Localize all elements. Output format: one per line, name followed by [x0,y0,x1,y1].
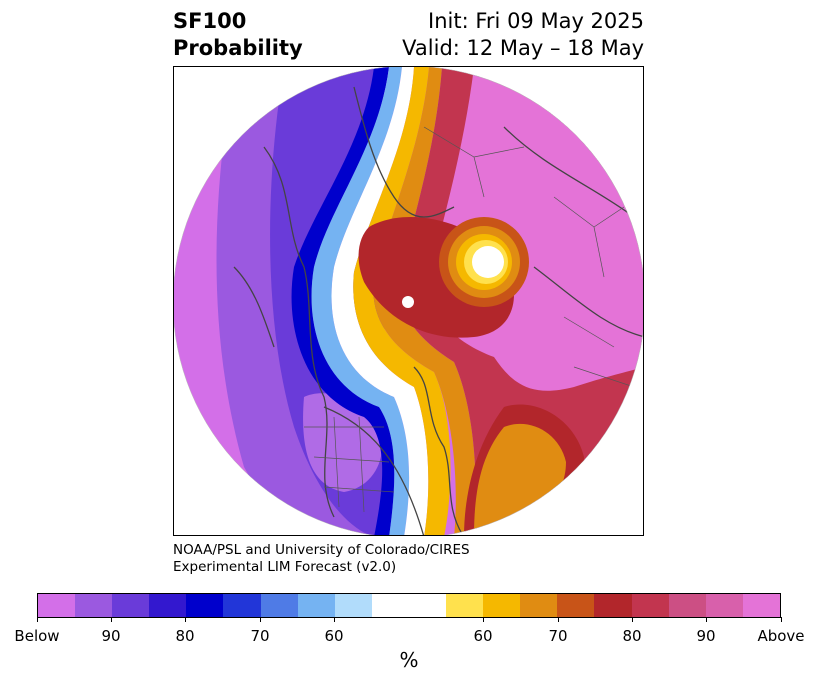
colorbar-segment [408,594,447,617]
colorbar-tick [483,617,484,622]
colorbar [37,593,781,618]
pole-marker [402,296,414,308]
colorbar-segment [260,594,298,617]
colorbar-segment [223,594,261,617]
coastlines [233,86,643,535]
blue-band [291,67,395,535]
colorbar-unit: % [399,648,419,672]
colorbar-tick-label: 60 [473,627,493,645]
colorbar-segment [371,594,409,617]
colorbar-tick-label: Below [14,627,60,645]
colorbar-segment [186,594,224,617]
colorbar-tick [334,617,335,622]
above-60-band [353,67,451,535]
credit-block: NOAA/PSL and University of Colorado/CIRE… [173,542,470,576]
colorbar-tick-label: Above [757,627,805,645]
product-type: Probability [173,36,303,60]
colorbar-tick-label: 80 [175,627,195,645]
colorbar-tick [781,617,782,622]
colorbar-tick [111,617,112,622]
colorbar-segment [631,594,669,617]
near-normal-band [331,67,429,535]
colorbar-tick-label: 70 [250,627,270,645]
colorbar-tick-label: 70 [548,627,568,645]
greenland-center [472,246,504,278]
map-svg [174,67,643,535]
product-name: SF100 [173,9,247,33]
light-blue-band [311,67,410,535]
colorbar-segment [446,594,484,617]
colorbar-segment [297,594,335,617]
forecast-map [173,66,644,536]
date-block: Init: Fri 09 May 2025 Valid: 12 May – 18… [402,8,644,62]
political-borders [304,126,635,513]
colorbar-segment [149,594,187,617]
colorbar-segment [742,594,780,617]
colorbar-segment [668,594,706,617]
below-inner-patch [303,393,383,492]
colorbar-tick [632,617,633,622]
colorbar-segment [112,594,150,617]
colorbar-tick [706,617,707,622]
colorbar-segment [38,594,76,617]
colorbar-segment [334,594,372,617]
colorbar-segment [520,594,558,617]
colorbar-segment [75,594,113,617]
colorbar-tick-label: 90 [696,627,716,645]
colorbar-tick-label: 60 [324,627,344,645]
colorbar-tick [260,617,261,622]
valid-range: Valid: 12 May – 18 May [402,36,644,60]
colorbar-tick [37,617,38,622]
init-date: Init: Fri 09 May 2025 [428,9,644,33]
colorbar-tick [185,617,186,622]
credit-line-1: NOAA/PSL and University of Colorado/CIRE… [173,542,470,558]
colorbar-tick-label: 80 [622,627,642,645]
above-70-band [373,67,476,535]
colorbar-segment [705,594,743,617]
credit-line-2: Experimental LIM Forecast (v2.0) [173,559,397,575]
colorbar-segment [483,594,521,617]
colorbar-tick-label: 90 [101,627,121,645]
colorbar-segment [594,594,632,617]
title-block: SF100 Probability [173,8,303,62]
colorbar-tick [558,617,559,622]
colorbar-segment [557,594,595,617]
